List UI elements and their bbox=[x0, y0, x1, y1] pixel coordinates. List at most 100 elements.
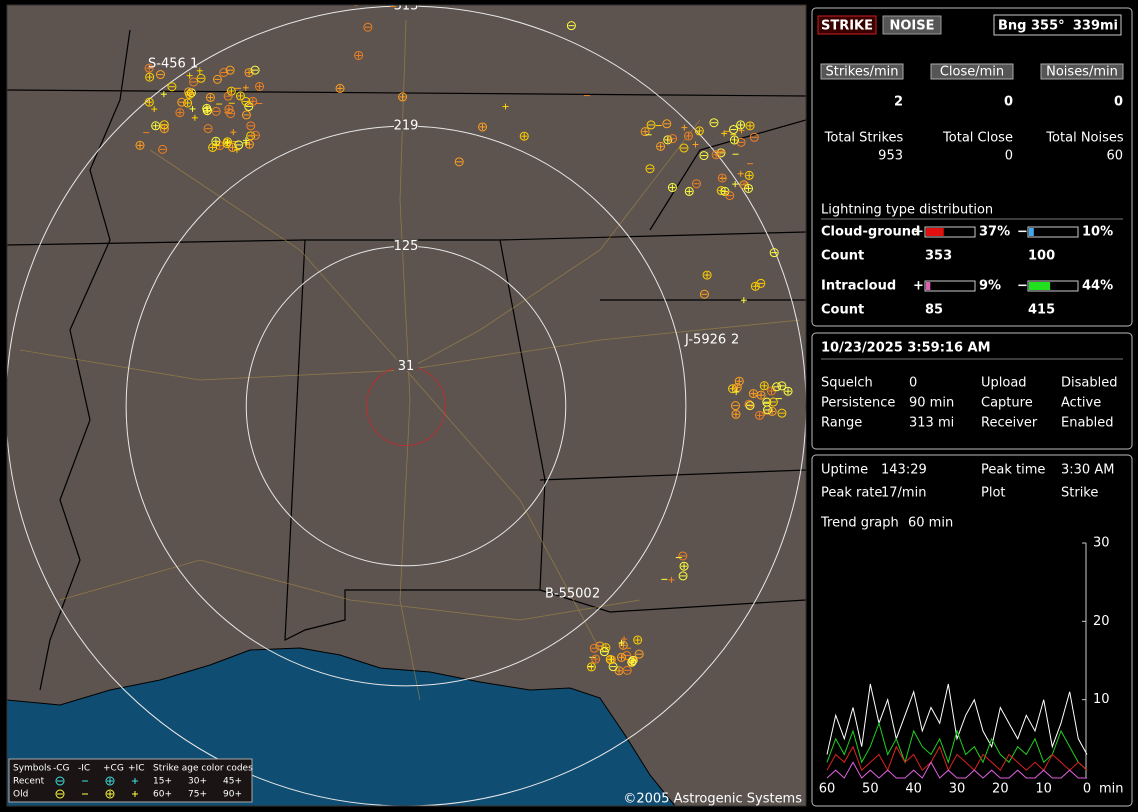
strike-symbol bbox=[591, 654, 601, 664]
strike-symbol bbox=[668, 576, 675, 583]
total-value: 953 bbox=[878, 149, 903, 164]
strike-circle bbox=[246, 131, 256, 141]
total-label: Total Strikes bbox=[824, 131, 904, 146]
percent: 44% bbox=[1082, 279, 1113, 294]
strike-symbol bbox=[219, 68, 229, 78]
setting-label: Range bbox=[821, 416, 862, 431]
strike-symbol bbox=[711, 150, 721, 160]
strike-symbol bbox=[663, 135, 673, 145]
strike-symbol bbox=[454, 157, 464, 167]
setting-value: Enabled bbox=[1061, 416, 1114, 431]
stat-value: 3:30 AM bbox=[1061, 463, 1114, 478]
strike-symbol bbox=[222, 138, 232, 148]
strike-symbol bbox=[634, 649, 644, 659]
strike-symbol bbox=[145, 72, 155, 82]
sign: − bbox=[1017, 279, 1028, 294]
strike-circle bbox=[745, 401, 755, 411]
strike-circle bbox=[731, 409, 741, 419]
strike-symbol bbox=[749, 132, 759, 142]
strike-circle bbox=[589, 643, 599, 653]
rate-header-box bbox=[1040, 63, 1124, 80]
count-label: Count bbox=[821, 249, 864, 264]
strike-circle bbox=[205, 92, 215, 102]
legend-type: -IC bbox=[78, 764, 90, 774]
strike-circle bbox=[159, 120, 169, 130]
rate-header: Strikes/min bbox=[825, 65, 898, 80]
strike-symbol bbox=[244, 68, 254, 78]
x-tick-label: 0 bbox=[1083, 782, 1091, 797]
strike-circle bbox=[646, 120, 656, 130]
strike-circle bbox=[135, 140, 145, 150]
strike-symbol bbox=[737, 170, 744, 177]
distribution-title: Lightning type distribution bbox=[821, 203, 993, 218]
strike-circle bbox=[234, 140, 244, 150]
strike-circle bbox=[777, 408, 787, 418]
strike-symbol bbox=[733, 388, 740, 395]
strike-symbol bbox=[158, 144, 168, 154]
legend-symbol bbox=[55, 776, 65, 786]
strike-circle bbox=[144, 97, 154, 107]
strike-circle bbox=[717, 173, 727, 183]
strike-symbol bbox=[614, 666, 624, 676]
strike-symbol bbox=[605, 654, 615, 664]
strike-circle bbox=[250, 130, 260, 140]
strike-symbol bbox=[244, 139, 254, 149]
legend-type: +CG bbox=[103, 764, 124, 774]
strike-symbol bbox=[255, 81, 265, 91]
ring-label: 125 bbox=[394, 239, 419, 254]
storm-count: 1 bbox=[190, 57, 198, 72]
legend-age: 30+ bbox=[188, 777, 207, 787]
strike-circle bbox=[709, 118, 719, 128]
setting-label: Persistence bbox=[821, 396, 895, 411]
strike-symbol bbox=[242, 84, 249, 91]
strike-button[interactable] bbox=[817, 15, 877, 35]
strike-symbol bbox=[211, 106, 221, 116]
noise-button[interactable] bbox=[882, 15, 942, 35]
strike-symbol bbox=[755, 410, 765, 420]
ring-label: 219 bbox=[394, 119, 419, 134]
strike-circle bbox=[155, 70, 165, 80]
strike-symbol bbox=[599, 647, 609, 657]
strike-symbol bbox=[729, 125, 739, 135]
strike-circle bbox=[679, 561, 689, 571]
strike-symbol bbox=[167, 82, 177, 92]
storm-id: S-456 bbox=[148, 57, 186, 72]
strike-circle bbox=[363, 22, 373, 32]
strike-symbol bbox=[709, 118, 719, 128]
strike-symbol bbox=[205, 92, 215, 102]
strike-circle bbox=[250, 65, 260, 75]
strike-symbol bbox=[230, 129, 237, 136]
strike-circle bbox=[235, 91, 245, 101]
strike-circle bbox=[699, 151, 709, 161]
bar-track bbox=[924, 226, 976, 238]
strike-circle bbox=[223, 91, 233, 101]
strike-symbol bbox=[155, 70, 165, 80]
strike-circle bbox=[734, 376, 744, 386]
strike-circle bbox=[617, 652, 627, 662]
strike-symbol bbox=[160, 91, 167, 98]
bearing: Bng 355° bbox=[998, 19, 1065, 34]
strike-circle bbox=[224, 104, 234, 114]
strike-circle bbox=[177, 97, 187, 107]
strike-circle bbox=[144, 63, 154, 73]
rate-value: 0 bbox=[1114, 95, 1123, 110]
strike-symbol bbox=[777, 381, 787, 391]
strike-symbol bbox=[589, 643, 599, 653]
strike-symbol bbox=[185, 89, 195, 99]
percent: 9% bbox=[979, 279, 1001, 294]
strike-symbol bbox=[502, 103, 509, 110]
legend-type: -CG bbox=[53, 764, 70, 774]
strike-circle bbox=[219, 68, 229, 78]
x-tick-label: 60 bbox=[819, 782, 836, 797]
strike-circle bbox=[679, 143, 689, 153]
setting-value: 313 mi bbox=[909, 416, 954, 431]
strike-symbol bbox=[235, 91, 245, 101]
borders bbox=[7, 29, 806, 691]
strike-symbol bbox=[678, 571, 688, 581]
strike-symbol bbox=[246, 131, 256, 141]
strike-circle bbox=[769, 248, 779, 258]
percent: 37% bbox=[979, 225, 1010, 240]
legend-age: 60+ bbox=[153, 790, 172, 800]
strike-circle bbox=[151, 121, 161, 131]
